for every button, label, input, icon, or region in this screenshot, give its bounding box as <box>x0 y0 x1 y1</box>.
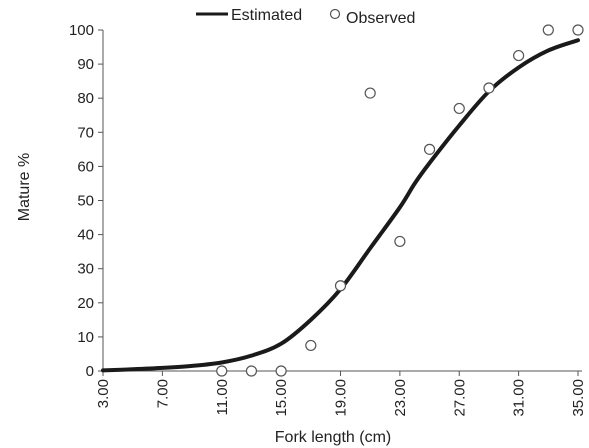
y-axis-title: Mature % <box>16 153 33 221</box>
y-axis-ticks: 0 10 20 30 40 50 60 70 80 90 100 <box>69 22 103 380</box>
observed-point <box>542 24 554 36</box>
legend-observed-marker <box>329 8 341 20</box>
y-tick-label: 70 <box>77 124 94 141</box>
y-tick-label: 90 <box>77 56 94 73</box>
x-axis-ticks: 3.00 7.00 11.00 15.00 19.00 23.00 27.00 31.00 35… <box>95 371 587 417</box>
estimated-curve <box>101 38 580 373</box>
observed-point <box>216 365 228 377</box>
x-axis-title: Fork length (cm) <box>275 429 391 446</box>
x-tick-label: 27.00 <box>451 379 468 417</box>
x-tick-label: 23.00 <box>392 379 409 417</box>
x-tick-label: 11.00 <box>214 379 231 415</box>
observed-point <box>453 102 465 115</box>
y-tick-label: 60 <box>77 158 94 175</box>
observed-point <box>572 24 584 36</box>
x-tick-label: 35.00 <box>570 379 587 417</box>
observed-point <box>423 143 436 155</box>
observed-point <box>334 280 347 292</box>
y-tick-label: 100 <box>69 22 94 39</box>
observed-points <box>216 24 584 377</box>
legend: Estimated Observed <box>196 7 415 27</box>
observed-point <box>483 82 495 94</box>
y-tick-label: 40 <box>77 227 94 244</box>
legend-observed-label: Observed <box>346 10 415 27</box>
observed-point <box>245 365 258 377</box>
observed-point <box>364 87 376 99</box>
y-tick-label: 30 <box>77 261 94 278</box>
x-tick-label: 7.00 <box>154 379 171 408</box>
y-tick-label: 0 <box>86 363 94 380</box>
observed-point <box>275 365 287 377</box>
observed-point <box>513 49 525 62</box>
x-tick-label: 15.00 <box>273 379 290 417</box>
x-tick-label: 3.00 <box>95 379 112 408</box>
x-tick-label: 19.00 <box>333 379 350 417</box>
observed-point <box>394 235 406 248</box>
y-tick-label: 80 <box>77 90 94 107</box>
x-tick-label: 31.00 <box>511 379 528 417</box>
legend-estimated-label: Estimated <box>231 7 302 24</box>
y-tick-label: 50 <box>77 193 94 210</box>
y-tick-label: 10 <box>77 329 94 346</box>
observed-point <box>305 339 317 352</box>
y-tick-label: 20 <box>77 295 94 312</box>
